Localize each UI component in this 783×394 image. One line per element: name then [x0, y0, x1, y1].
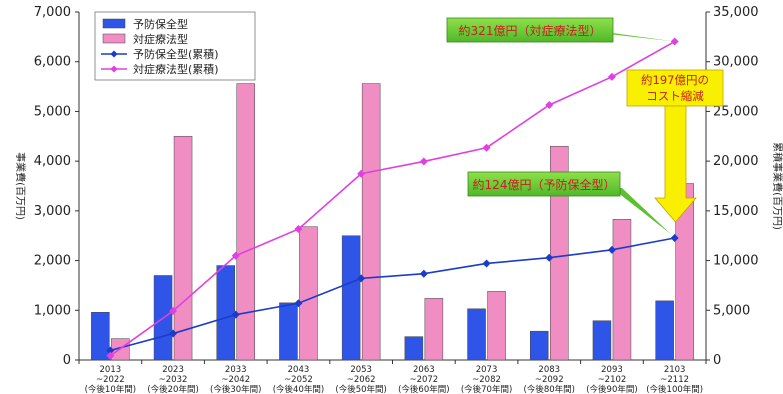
right-tick-label: 15,000: [713, 204, 759, 219]
bar-preventive: [91, 312, 110, 361]
marker-reactive: [231, 251, 240, 260]
x-tick-label: 2103 ~2112 (今後100年間): [646, 365, 703, 394]
left-tick-label: 0: [63, 353, 71, 368]
annotations: 約321億円（対症療法型） 約124億円（予防保全型） 約197億円のコスト縮減: [446, 17, 724, 235]
marker-preventive: [231, 310, 240, 319]
marker-reactive: [357, 169, 366, 178]
right-tick-label: 30,000: [713, 55, 759, 70]
marker-preventive: [607, 245, 616, 254]
legend-marker: [110, 65, 118, 73]
left-tick-label: 6,000: [34, 55, 71, 70]
marker-reactive: [294, 225, 303, 234]
legend-label: 予防保全型(累積): [133, 47, 219, 61]
callout-pointer: [612, 188, 671, 235]
left-tick-label: 4,000: [34, 154, 71, 169]
marker-reactive: [106, 351, 115, 360]
bar-reactive: [299, 226, 318, 361]
x-tick-label: 2083 ~2092 (今後80年間): [524, 365, 575, 394]
marker-preventive: [482, 259, 491, 268]
marker-reactive: [607, 72, 616, 81]
line-reactive-cumulative: [109, 40, 676, 357]
right-tick-label: 25,000: [713, 104, 759, 119]
x-tick-label: 2033 ~2042 (今後30年間): [210, 365, 261, 394]
callout-197-text: 約197億円のコスト縮減: [641, 73, 709, 103]
x-tick-label: 2043 ~2052 (今後40年間): [273, 365, 324, 394]
line-preventive-cumulative: [110, 237, 675, 352]
bar-preventive: [404, 336, 424, 361]
legend-label: 予防保全型: [133, 17, 188, 31]
bar-reactive: [550, 145, 569, 361]
marker-preventive: [357, 274, 366, 283]
x-tick-label: 2073 ~2082 (今後70年間): [461, 365, 512, 394]
marker-preventive: [670, 234, 679, 243]
marker-preventive: [545, 253, 554, 262]
yellow-arrow: [654, 105, 697, 223]
marker-reactive: [419, 157, 428, 166]
legend-marker: [110, 50, 118, 58]
bar-preventive: [467, 308, 486, 361]
left-tick-label: 2,000: [34, 254, 71, 269]
cumulative-lines: [106, 37, 679, 360]
bar-preventive: [216, 265, 235, 361]
x-tick-label: 2053 ~2062 (今後50年間): [335, 365, 386, 394]
right-tick-label: 35,000: [713, 5, 759, 20]
right-tick-label: 5,000: [713, 303, 750, 318]
bar-reactive: [612, 219, 632, 361]
axes: 0 1,000 2,000 3,000 4,000 5,000 6,000 7,000 0 5,0…: [14, 5, 783, 394]
bar-reactive: [487, 291, 506, 361]
bar-preventive: [279, 302, 298, 361]
bar-preventive: [592, 320, 612, 361]
bar-reactive: [236, 83, 255, 361]
callout-124: [467, 171, 621, 197]
marker-preventive: [169, 329, 178, 338]
legend-label: 対症療法型: [133, 32, 188, 46]
right-tick-label: 10,000: [713, 254, 759, 269]
bar-preventive: [530, 330, 549, 361]
bar-preventive: [655, 300, 674, 361]
left-tick-label: 5,000: [34, 104, 71, 119]
left-tick-label: 1,000: [34, 303, 71, 318]
x-tick-label: 2093 ~2102 (今後90年間): [586, 365, 637, 394]
legend-label: 対症療法型(累積): [133, 62, 219, 76]
callout-pointer: [600, 33, 675, 42]
legend-swatch: [102, 18, 126, 29]
marker-reactive: [545, 100, 554, 109]
right-tick-label: 20,000: [713, 154, 759, 169]
marker-preventive: [294, 299, 303, 308]
marker-reactive: [169, 306, 178, 315]
bar-reactive: [424, 298, 444, 361]
right-tick-label: 0: [713, 353, 721, 368]
callout-321-text: 約321億円（対症療法型）: [459, 23, 602, 38]
bar-reactive: [361, 83, 381, 361]
bars: [91, 83, 694, 361]
x-tick-label: 2013 ~2022 (今後10年間): [85, 365, 136, 394]
marker-reactive: [482, 143, 491, 152]
marker-preventive: [106, 346, 115, 355]
y-axis-label: 事業費(百万円): [14, 152, 27, 220]
x-tick-label: 2063 ~2072 (今後60年間): [398, 365, 449, 394]
left-tick-label: 3,000: [34, 204, 71, 219]
left-tick-label: 7,000: [34, 5, 71, 20]
legend-swatch: [102, 33, 126, 44]
x-tick-label: 2023 ~2032 (今後20年間): [147, 365, 198, 394]
bar-preventive: [341, 235, 361, 361]
callout-321: [446, 17, 614, 43]
bar-reactive: [173, 136, 193, 361]
callout-124-text: 約124億円（予防保全型）: [473, 177, 616, 192]
y2-axis-label: 累積事業費(百万円): [771, 142, 783, 230]
marker-preventive: [419, 269, 428, 278]
